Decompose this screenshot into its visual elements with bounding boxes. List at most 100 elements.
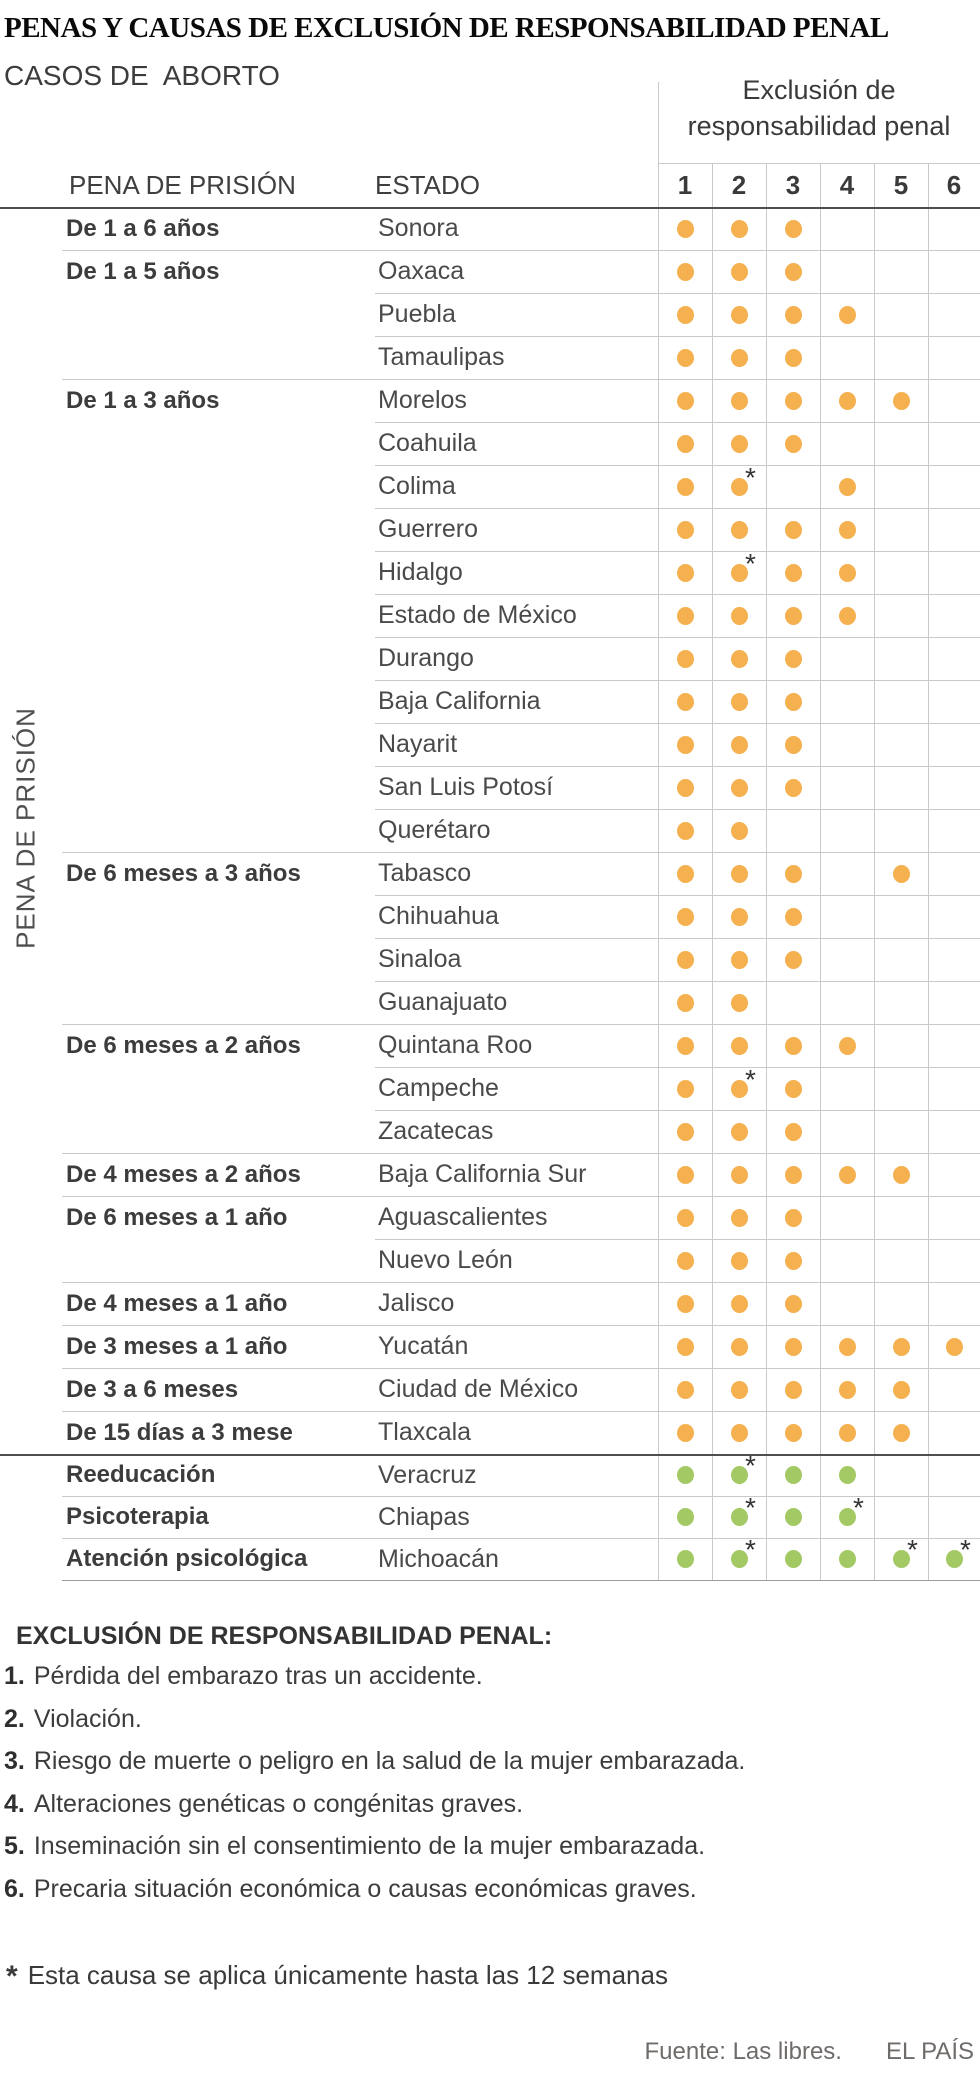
cause-dot	[731, 262, 748, 281]
state-label: Estado de México	[378, 601, 577, 629]
cause-dot	[839, 1337, 856, 1356]
section-divider-rule	[0, 1454, 980, 1456]
legend-item-number: 6.	[4, 1874, 25, 1903]
cause-dot	[785, 1036, 802, 1055]
penalty-label: De 6 meses a 2 años	[66, 1032, 301, 1059]
row-separator	[375, 1110, 980, 1111]
penalty-label: De 6 meses a 3 años	[66, 860, 301, 887]
cause-dot	[677, 477, 694, 496]
row-separator	[62, 852, 980, 853]
row-separator	[62, 1282, 980, 1283]
table-bottom-rule	[62, 1580, 980, 1581]
cause-dot	[677, 1294, 694, 1313]
column-grid-line	[712, 163, 713, 1580]
penalty-label: De 1 a 3 años	[66, 387, 220, 414]
penalty-label: De 1 a 6 años	[66, 215, 220, 242]
penalty-label: De 1 a 5 años	[66, 258, 220, 285]
penalty-label: De 15 días a 3 mese	[66, 1419, 293, 1446]
legend-item-number: 3.	[4, 1747, 25, 1775]
state-label: Morelos	[378, 386, 467, 414]
cause-column-number: 6	[946, 170, 962, 200]
state-label: Colima	[378, 472, 456, 500]
penalty-column-header: PENA DE PRISIÓN	[69, 170, 296, 200]
penalty-label: Reeducación	[66, 1461, 216, 1488]
state-label: Yucatán	[378, 1332, 469, 1360]
cause-dot	[839, 477, 856, 496]
cause-dot	[677, 778, 694, 797]
cause-dot	[731, 692, 748, 711]
state-label: Sonora	[378, 214, 459, 242]
cause-dot	[677, 434, 694, 453]
cause-dot	[677, 1251, 694, 1270]
row-separator	[62, 1538, 980, 1539]
cause-dot	[677, 1466, 694, 1484]
cause-dot	[731, 1251, 748, 1270]
cause-dot	[677, 219, 694, 238]
column-grid-line	[766, 163, 767, 1580]
asterisk-marker: *	[907, 1534, 918, 1565]
legend-item-number: 2.	[4, 1704, 25, 1733]
state-label: Zacatecas	[378, 1117, 494, 1145]
row-separator	[375, 594, 980, 595]
state-label: Oaxaca	[378, 257, 465, 285]
state-label: Hidalgo	[378, 558, 463, 586]
cause-dot	[839, 1165, 856, 1184]
cause-dot	[839, 1550, 856, 1568]
footnote-text: Esta causa se aplica únicamente hasta la…	[27, 1960, 668, 1990]
cause-dot	[785, 219, 802, 238]
asterisk-marker: *	[745, 1063, 756, 1095]
state-label: Chihuahua	[378, 902, 499, 930]
cause-dot	[677, 1508, 694, 1526]
cause-dot	[893, 1165, 910, 1184]
cause-dot	[731, 1466, 748, 1484]
legend-item-text: Riesgo de muerte o peligro en la salud d…	[33, 1747, 746, 1775]
cause-dot	[839, 1508, 856, 1526]
cause-dot	[785, 1380, 802, 1399]
cause-column-number: 5	[893, 170, 909, 200]
cause-dot	[893, 1337, 910, 1356]
footnote: * Esta causa se aplica únicamente hasta l…	[6, 1960, 668, 1994]
state-label: Quintana Roo	[378, 1031, 533, 1059]
legend-item: 3. Riesgo de muerte o peligro en la salud…	[4, 1747, 745, 1776]
cause-dot	[731, 1380, 748, 1399]
column-grid-line	[820, 163, 821, 1580]
state-label: Tlaxcala	[378, 1418, 472, 1446]
cause-dot	[946, 1337, 963, 1356]
state-label: Coahuila	[378, 429, 477, 457]
legend-item: 6. Precaria situación económica o causas …	[4, 1875, 697, 1904]
state-label: Tamaulipas	[378, 343, 505, 371]
cause-dot	[731, 735, 748, 754]
state-label: Veracruz	[378, 1461, 477, 1489]
cause-dot	[731, 864, 748, 883]
state-label: Puebla	[378, 300, 456, 328]
cause-dot	[677, 993, 694, 1012]
state-label: Tabasco	[378, 859, 472, 887]
cause-dot	[785, 1550, 802, 1568]
cause-dot	[839, 563, 856, 582]
estado-column-header: ESTADO	[375, 170, 480, 200]
penalty-label: Atención psicológica	[66, 1545, 308, 1572]
source-credit: Fuente: Las libres.	[644, 2038, 842, 2065]
cause-dot	[731, 778, 748, 797]
row-separator	[375, 1239, 980, 1240]
page-title: PENAS Y CAUSAS DE EXCLUSIÓN DE RESPONSAB…	[4, 12, 889, 44]
cause-dot	[785, 434, 802, 453]
cause-dot	[785, 1122, 802, 1141]
cause-dot	[785, 864, 802, 883]
cause-dot	[677, 262, 694, 281]
row-separator	[375, 422, 980, 423]
legend-item: 4. Alteraciones genéticas o congénitas gr…	[4, 1790, 523, 1819]
cause-dot	[893, 1550, 910, 1568]
row-separator	[375, 766, 980, 767]
cause-dot	[677, 348, 694, 367]
cause-dot	[677, 649, 694, 668]
cause-dot	[677, 1036, 694, 1055]
cause-dot	[677, 821, 694, 840]
cause-dot	[677, 1337, 694, 1356]
cause-dot	[839, 520, 856, 539]
cause-dot	[785, 735, 802, 754]
legend-item-text: Inseminación sin el consentimiento de la…	[33, 1832, 706, 1860]
penalty-label: De 4 meses a 2 años	[66, 1161, 301, 1188]
row-separator	[62, 250, 980, 251]
